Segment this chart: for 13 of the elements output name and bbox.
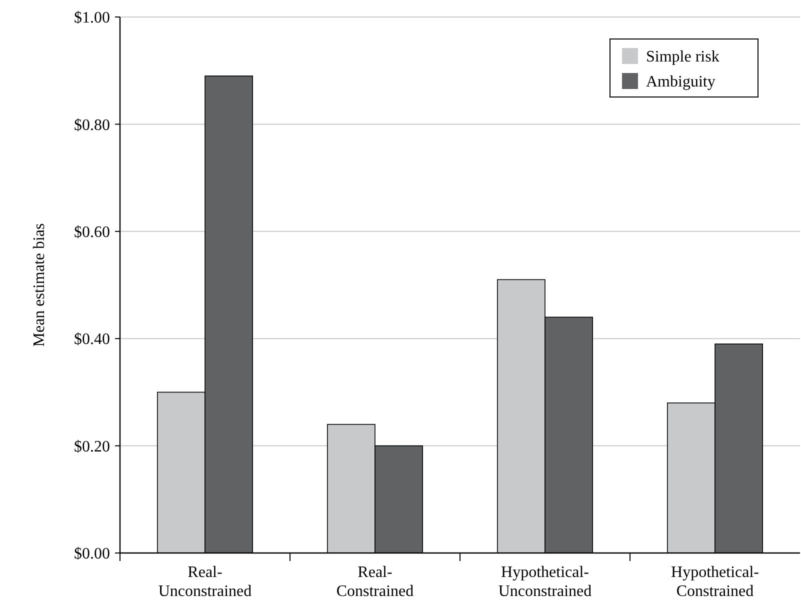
y-tick-label: $0.20	[74, 438, 110, 456]
y-axis-title: Mean estimate bias	[31, 223, 48, 347]
y-tick-label: $1.00	[74, 10, 110, 27]
x-tick-label: Real- Unconstrained	[158, 564, 252, 600]
x-tick-label: Hypothetical- Unconstrained	[498, 564, 592, 600]
y-tick-label: $0.60	[74, 224, 110, 241]
y-tick-label: $0.00	[74, 546, 110, 563]
x-tick-label: Real- Constrained	[336, 564, 414, 600]
legend-label: Simple risk	[646, 48, 720, 66]
x-tick-label: Hypothetical- Constrained	[671, 564, 759, 600]
legend-label: Ambiguity	[646, 74, 716, 91]
y-tick-label: $0.80	[74, 116, 110, 134]
y-tick-label: $0.40	[74, 331, 110, 348]
